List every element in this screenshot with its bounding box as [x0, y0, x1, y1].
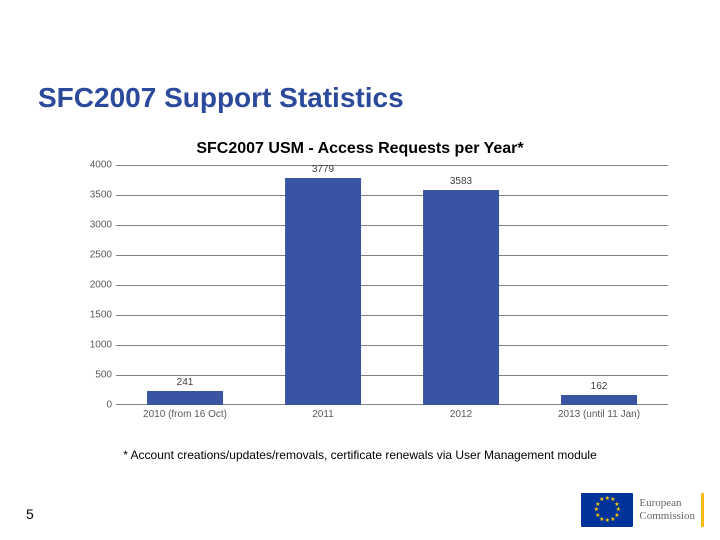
page-number: 5	[26, 506, 34, 522]
eu-flag-icon: ★★★★★★★★★★★★	[581, 493, 633, 527]
eu-star-icon: ★	[599, 497, 604, 503]
x-tick-label: 2013 (until 11 Jan)	[558, 409, 640, 420]
eu-star-icon: ★	[595, 513, 600, 519]
bar	[561, 395, 637, 405]
ec-logo-line2: Commission	[639, 510, 695, 522]
y-tick-label: 1000	[68, 340, 112, 351]
y-tick-label: 0	[68, 400, 112, 411]
ec-logo: ★★★★★★★★★★★★ European Commission	[581, 490, 704, 530]
bar	[285, 178, 361, 405]
bar-slot: 241	[116, 165, 254, 405]
bar-value-label: 162	[591, 381, 608, 392]
chart-title: SFC2007 USM - Access Requests per Year*	[0, 140, 720, 158]
eu-star-icon: ★	[610, 517, 615, 523]
y-tick-label: 4000	[68, 160, 112, 171]
footnote: * Account creations/updates/removals, ce…	[0, 448, 720, 462]
ec-logo-text: European Commission	[639, 497, 695, 523]
bar	[147, 391, 223, 405]
bar-slot: 3583	[392, 165, 530, 405]
bar-container: 241 3779 3583 162	[116, 165, 668, 405]
bar	[423, 190, 499, 405]
y-tick-label: 2000	[68, 280, 112, 291]
bar-chart: 241 3779 3583 162 0 500 1000 1500 2000 2500 3000 3…	[68, 165, 668, 423]
bar-value-label: 241	[177, 377, 194, 388]
slide-title: SFC2007 Support Statistics	[38, 82, 404, 114]
bar-value-label: 3583	[450, 176, 472, 187]
eu-star-icon: ★	[605, 518, 610, 524]
ec-logo-bar	[701, 493, 704, 527]
bar-slot: 3779	[254, 165, 392, 405]
y-tick-label: 1500	[68, 310, 112, 321]
bar-value-label: 3779	[312, 164, 334, 175]
x-tick-label: 2012	[450, 409, 472, 420]
y-tick-label: 3000	[68, 220, 112, 231]
x-tick-label: 2011	[312, 409, 334, 420]
y-tick-label: 3500	[68, 190, 112, 201]
x-tick-label: 2010 (from 16 Oct)	[143, 409, 227, 420]
ec-logo-line1: European	[639, 497, 681, 509]
y-tick-label: 500	[68, 370, 112, 381]
eu-star-icon: ★	[594, 507, 599, 513]
y-tick-label: 2500	[68, 250, 112, 261]
bar-slot: 162	[530, 165, 668, 405]
